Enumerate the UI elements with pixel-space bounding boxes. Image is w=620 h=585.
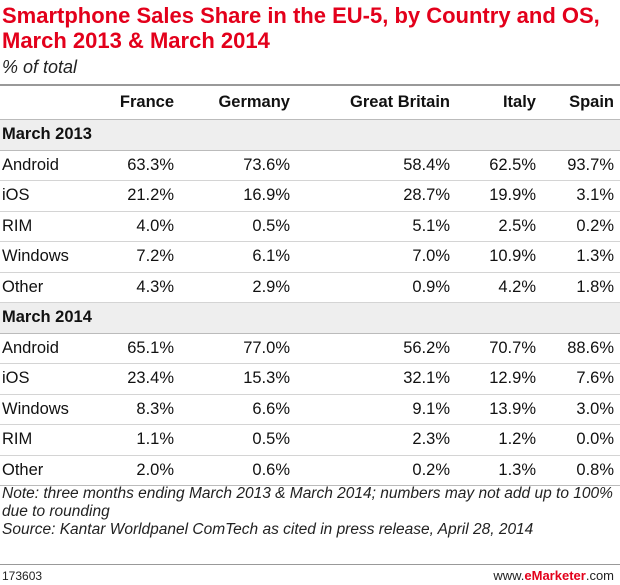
- source-text: Source: Kantar Worldpanel ComTech as cit…: [2, 521, 534, 538]
- table-cell: 0.2%: [296, 455, 456, 486]
- column-header: Germany: [180, 86, 296, 120]
- table-cell: 73.6%: [180, 150, 296, 181]
- table-cell: 1.2%: [456, 424, 542, 456]
- table-cell: 6.6%: [180, 394, 296, 425]
- row-label: Other: [0, 455, 98, 486]
- table-row: Other 2.0% 0.6% 0.2% 1.3% 0.8%: [0, 455, 620, 486]
- table-cell: 4.3%: [98, 272, 180, 303]
- section-label: March 2014: [0, 302, 620, 334]
- table-cell: 3.0%: [542, 394, 620, 425]
- table-cell: 5.1%: [296, 211, 456, 242]
- brand-mark: eMarketer: [524, 568, 586, 583]
- table-cell: 4.2%: [456, 272, 542, 303]
- table-cell: 65.1%: [98, 333, 180, 364]
- column-header: Spain: [542, 86, 620, 120]
- table-cell: 16.9%: [180, 180, 296, 212]
- table-row: Windows 8.3% 6.6% 9.1% 13.9% 3.0%: [0, 394, 620, 425]
- table-cell: 77.0%: [180, 333, 296, 364]
- table-row: RIM 4.0% 0.5% 5.1% 2.5% 0.2%: [0, 211, 620, 242]
- notes-block: Note: three months ending March 2013 & M…: [2, 485, 614, 539]
- row-label: Windows: [0, 241, 98, 273]
- table-cell: 70.7%: [456, 333, 542, 364]
- chart-title: Smartphone Sales Share in the EU-5, by C…: [2, 3, 600, 53]
- table-cell: 28.7%: [296, 180, 456, 212]
- row-label: Android: [0, 150, 98, 181]
- row-label: iOS: [0, 180, 98, 212]
- table-cell: 56.2%: [296, 333, 456, 364]
- footer: 173603 www.eMarketer.com: [0, 564, 620, 585]
- table-cell: 23.4%: [98, 363, 180, 395]
- brand-logo: www.eMarketer.com: [493, 568, 614, 583]
- table-cell: 7.2%: [98, 241, 180, 273]
- header-row: France Germany Great Britain Italy Spain: [0, 86, 620, 120]
- table-cell: 93.7%: [542, 150, 620, 181]
- table-cell: 63.3%: [98, 150, 180, 181]
- brand-prefix: www.: [493, 568, 525, 583]
- table-cell: 0.6%: [180, 455, 296, 486]
- column-header: Great Britain: [296, 86, 456, 120]
- table-cell: 1.3%: [456, 455, 542, 486]
- table-cell: 6.1%: [180, 241, 296, 273]
- section-label: March 2013: [0, 119, 620, 151]
- table-cell: 0.9%: [296, 272, 456, 303]
- table-row: iOS 21.2% 16.9% 28.7% 19.9% 3.1%: [0, 180, 620, 212]
- row-label: RIM: [0, 424, 98, 456]
- table-cell: 8.3%: [98, 394, 180, 425]
- table-cell: 1.8%: [542, 272, 620, 303]
- chart-id: 173603: [2, 569, 43, 583]
- table-cell: 0.0%: [542, 424, 620, 456]
- table-cell: 0.5%: [180, 424, 296, 456]
- table-cell: 32.1%: [296, 363, 456, 395]
- row-label: Other: [0, 272, 98, 303]
- table-cell: 12.9%: [456, 363, 542, 395]
- table-cell: 7.6%: [542, 363, 620, 395]
- table-cell: 10.9%: [456, 241, 542, 273]
- row-label: Windows: [0, 394, 98, 425]
- section-row: March 2014: [0, 302, 620, 334]
- table-row: Other 4.3% 2.9% 0.9% 4.2% 1.8%: [0, 272, 620, 303]
- table-cell: 19.9%: [456, 180, 542, 212]
- section-row: March 2013: [0, 119, 620, 151]
- brand-suffix: .com: [585, 568, 614, 583]
- table-cell: 2.0%: [98, 455, 180, 486]
- column-header: France: [98, 86, 180, 120]
- table-cell: 2.5%: [456, 211, 542, 242]
- table-cell: 58.4%: [296, 150, 456, 181]
- table-cell: 0.8%: [542, 455, 620, 486]
- top-rule: [0, 84, 620, 86]
- table-row: Windows 7.2% 6.1% 7.0% 10.9% 1.3%: [0, 241, 620, 273]
- table-cell: 88.6%: [542, 333, 620, 364]
- table-cell: 0.2%: [542, 211, 620, 242]
- table-row: Android 65.1% 77.0% 56.2% 70.7% 88.6%: [0, 333, 620, 364]
- column-header: Italy: [456, 86, 542, 120]
- table-cell: 1.3%: [542, 241, 620, 273]
- table-cell: 3.1%: [542, 180, 620, 212]
- note-text: Note: three months ending March 2013 & M…: [2, 485, 613, 520]
- table-cell: 0.5%: [180, 211, 296, 242]
- header-corner: [0, 86, 98, 120]
- table-cell: 13.9%: [456, 394, 542, 425]
- row-label: RIM: [0, 211, 98, 242]
- table-row: RIM 1.1% 0.5% 2.3% 1.2% 0.0%: [0, 424, 620, 456]
- row-label: Android: [0, 333, 98, 364]
- table-cell: 1.1%: [98, 424, 180, 456]
- table-cell: 15.3%: [180, 363, 296, 395]
- data-table: France Germany Great Britain Italy Spain Mar…: [0, 86, 620, 486]
- table-cell: 4.0%: [98, 211, 180, 242]
- table-cell: 62.5%: [456, 150, 542, 181]
- table-row: iOS 23.4% 15.3% 32.1% 12.9% 7.6%: [0, 363, 620, 395]
- table-cell: 21.2%: [98, 180, 180, 212]
- table-cell: 2.9%: [180, 272, 296, 303]
- table-body: March 2013 Android 63.3% 73.6% 58.4% 62.5% 93.…: [0, 119, 620, 486]
- row-label: iOS: [0, 363, 98, 395]
- table-row: Android 63.3% 73.6% 58.4% 62.5% 93.7%: [0, 150, 620, 181]
- table-cell: 7.0%: [296, 241, 456, 273]
- table-cell: 9.1%: [296, 394, 456, 425]
- chart-subtitle: % of total: [2, 57, 78, 77]
- table-cell: 2.3%: [296, 424, 456, 456]
